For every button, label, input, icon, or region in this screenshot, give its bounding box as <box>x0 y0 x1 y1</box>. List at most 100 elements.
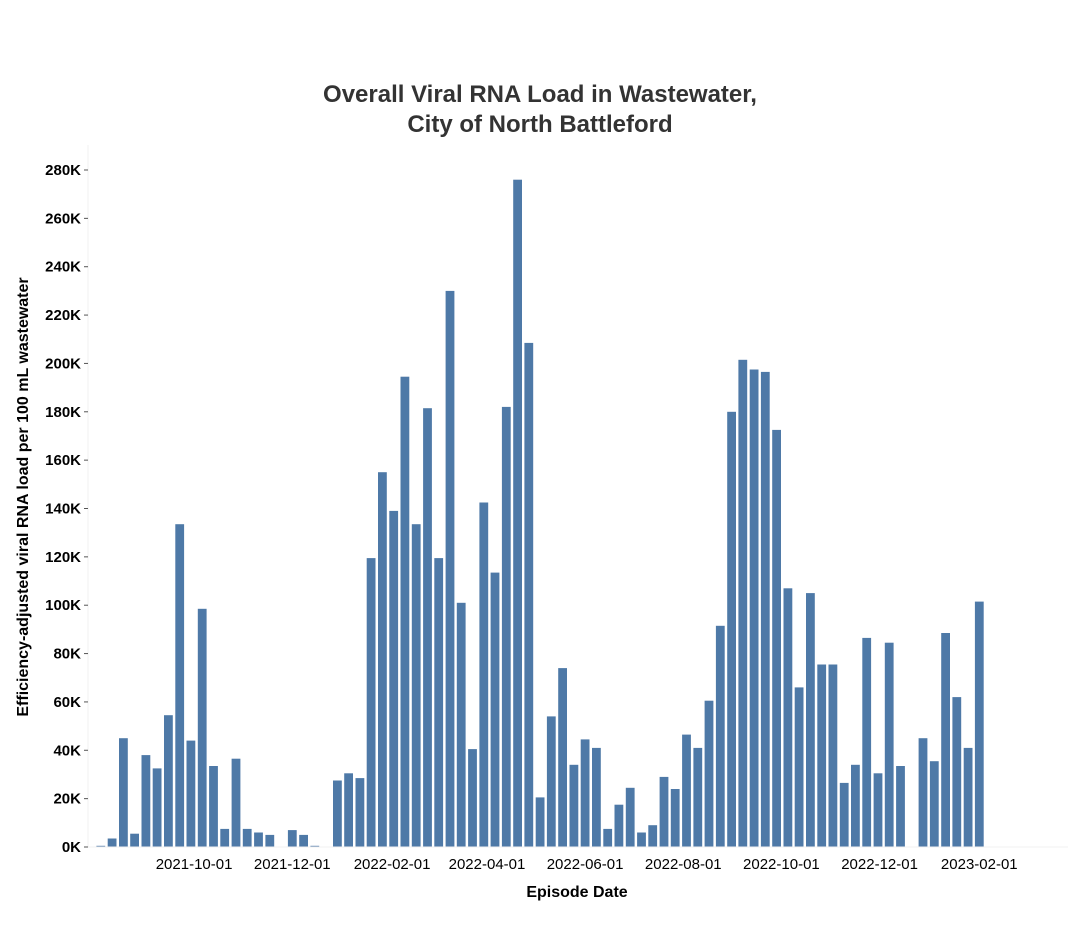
bar <box>445 290 455 847</box>
x-axis: 2021-10-01 2021-12-01 2022-02-01 2022-04-01… <box>88 846 1068 873</box>
bar <box>693 747 703 847</box>
bar <box>817 664 827 847</box>
bar <box>873 773 883 847</box>
y-tick-label: 140K <box>45 501 81 518</box>
bar <box>299 834 308 847</box>
bar <box>287 830 297 847</box>
bar <box>592 747 601 847</box>
x-tick-label: 2022-08-01 <box>645 856 722 873</box>
bar <box>952 697 962 847</box>
bar <box>851 764 860 847</box>
bar <box>839 782 849 847</box>
bar <box>648 825 658 847</box>
y-tick-label: 200K <box>45 355 81 372</box>
bar <box>310 845 320 847</box>
bar <box>546 716 556 847</box>
y-tick-label: 80K <box>53 646 81 663</box>
bar <box>152 768 162 847</box>
bar <box>220 828 230 847</box>
bar <box>231 758 241 847</box>
bar <box>130 833 139 847</box>
bar <box>501 406 511 847</box>
bar <box>862 637 872 847</box>
bar <box>456 602 466 847</box>
x-tick-label: 2022-10-01 <box>743 856 820 873</box>
bar <box>828 664 838 847</box>
bar <box>389 510 399 847</box>
bar <box>119 738 128 847</box>
bar <box>378 472 387 847</box>
bar <box>535 797 545 847</box>
bar <box>974 601 984 847</box>
bar <box>468 749 477 847</box>
bar <box>569 764 579 847</box>
bar <box>164 715 173 847</box>
y-tick-label: 100K <box>45 597 81 614</box>
bar <box>783 588 793 847</box>
bar <box>333 780 342 847</box>
y-tick-label: 160K <box>45 452 81 469</box>
bar <box>659 776 669 847</box>
bar <box>941 633 950 847</box>
bar <box>479 502 489 847</box>
y-tick-label: 0K <box>62 839 81 856</box>
bar <box>637 832 646 847</box>
bar <box>513 179 522 847</box>
bar <box>524 342 534 847</box>
y-tick-label: 220K <box>45 307 81 324</box>
x-tick-label: 2021-12-01 <box>254 856 331 873</box>
x-tick-label: 2022-12-01 <box>841 856 918 873</box>
y-tick-label: 280K <box>45 162 81 179</box>
bar <box>186 740 196 847</box>
y-axis: 0K 20K 40K 60K 80K 100K 120K 140K 160K 180K 200K 22… <box>45 145 89 856</box>
bars-group <box>96 179 984 847</box>
y-tick-label: 260K <box>45 210 81 227</box>
bar <box>896 766 905 847</box>
bar <box>727 411 736 847</box>
bar <box>738 359 748 847</box>
chart-title-line2: City of North Battleford <box>407 111 673 138</box>
bar <box>704 700 714 847</box>
y-tick-label: 20K <box>53 791 81 808</box>
bar <box>884 642 894 847</box>
x-tick-label: 2021-10-01 <box>156 856 233 873</box>
bar <box>670 789 680 847</box>
y-tick-label: 60K <box>53 694 81 711</box>
bar <box>344 773 353 847</box>
bar <box>806 593 815 847</box>
x-tick-label: 2022-06-01 <box>547 856 624 873</box>
x-tick-label: 2023-02-01 <box>941 856 1018 873</box>
x-axis-title: Episode Date <box>526 884 627 901</box>
bar <box>242 828 252 847</box>
y-tick-label: 240K <box>45 259 81 276</box>
y-tick-label: 180K <box>45 404 81 421</box>
chart-title-line1: Overall Viral RNA Load in Wastewater, <box>323 81 757 108</box>
bar <box>96 845 106 847</box>
x-tick-label: 2022-04-01 <box>449 856 526 873</box>
bar <box>254 832 263 847</box>
bar <box>209 766 218 847</box>
bar <box>760 371 770 847</box>
bar <box>614 804 624 847</box>
bar <box>490 572 500 847</box>
chart-title: Overall Viral RNA Load in Wastewater, Ci… <box>0 80 1080 140</box>
bar <box>558 668 567 847</box>
bar <box>918 738 928 847</box>
bar <box>963 747 973 847</box>
bar <box>749 369 759 847</box>
bar <box>772 429 781 847</box>
bar <box>625 787 635 847</box>
bar <box>107 838 117 847</box>
bar <box>366 558 376 847</box>
bar <box>265 834 275 847</box>
bar <box>715 625 725 847</box>
bar <box>929 761 939 847</box>
bar <box>400 376 410 847</box>
bar <box>423 408 432 847</box>
bar <box>580 739 590 847</box>
x-tick-label: 2022-02-01 <box>354 856 431 873</box>
bar <box>434 558 444 847</box>
bar <box>682 734 691 847</box>
bar <box>175 524 185 847</box>
